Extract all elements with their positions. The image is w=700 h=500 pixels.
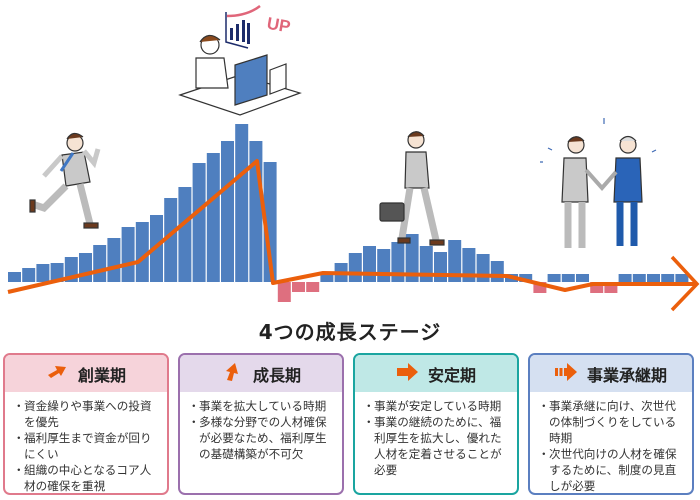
bar-negative [604,282,618,293]
bar-positive [632,274,646,282]
stage-points: 事業を拡大している時期多様な分野での人材確保が必要なため、福利厚生の基礎構築が不… [180,398,342,462]
bar-positive [36,264,50,282]
bar-positive [618,274,632,282]
bar-positive [93,245,107,282]
growth-illustration: UP [7,4,700,312]
stage-point: 事業を拡大している時期 [188,398,336,414]
stage-card: 事業承継期 事業承継に向け、次世代の体制づくりをしている時期次世代向けの人材を確… [528,353,694,495]
bar-positive [135,222,149,282]
bar-positive [320,272,334,282]
running-businessman-illustration [29,132,101,229]
bar-positive [79,253,92,282]
stage-points: 資金繰りや事業への投資を優先福利厚生まで資金が回りにくい組織の中心となるコア人材… [5,398,167,493]
bar-positive [206,153,220,282]
trend-arrowhead [670,255,700,312]
stage-points: 事業承継に向け、次世代の体制づくりをしている時期次世代向けの人材を確保するために… [530,398,692,493]
bar-positive [50,263,64,282]
stage-name: 安定期 [427,365,476,385]
page-title: 4つの成長ステージ [258,320,442,344]
bar-negative [306,282,320,292]
bar-positive [8,272,21,282]
bar-positive [675,274,689,282]
trend-line [7,159,697,294]
bar-positive [391,242,405,282]
bar-positive [576,274,589,282]
bar-negative [277,282,291,302]
stage-point: 事業の継続のために、福利厚生を拡大し、優れた人材を定着させることが必要 [363,414,511,478]
stage-point: 事業が安定している時期 [363,398,511,414]
desk-worker-illustration [178,4,302,116]
walking-businessman-illustration [379,131,445,246]
bar-positive [476,254,490,282]
bar-negative [292,282,305,292]
stage-point: 組織の中心となるコア人材の確保を重視 [13,462,161,493]
stage-points: 事業が安定している時期事業の継続のために、福利厚生を拡大し、優れた人材を定着させ… [355,398,517,478]
bar-positive [178,187,192,282]
arrow-right-icon [396,362,418,385]
stage-header: 事業承継期 [530,355,692,392]
bar-positive [121,227,135,282]
bar-positive [164,198,178,282]
bar-positive [490,261,504,282]
bar-negative [533,282,547,293]
bar-positive [661,274,675,282]
arrow-up-right-icon [46,363,68,385]
stage-point: 事業承継に向け、次世代の体制づくりをしている時期 [538,398,686,446]
bar-positive [221,141,234,282]
bar-positive [263,162,277,282]
bar-positive [348,253,362,282]
bar-positive [647,274,660,282]
bar-positive [107,238,121,282]
stage-point: 福利厚生まで資金が回りにくい [13,430,161,462]
bar-positive [561,274,575,282]
bar-negative [590,282,604,293]
stage-name: 創業期 [77,365,126,385]
stage-header: 安定期 [355,355,517,392]
bar-positive [448,240,462,282]
bar-positive [192,163,206,282]
stage-card: 安定期 事業が安定している時期事業の継続のために、福利厚生を拡大し、優れた人材を… [353,353,519,495]
handshake-illustration [540,118,657,248]
bar-positive [434,252,447,282]
bar-positive [363,246,376,282]
stage-point: 多様な分野での人材確保が必要なため、福利厚生の基礎構築が不可欠 [188,414,336,462]
stage-header: 成長期 [180,355,342,392]
stage-point: 資金繰りや事業への投資を優先 [13,398,161,430]
up-label: UP [265,14,292,37]
arrow-right-striped-icon [554,362,577,385]
bar-positive [405,234,419,282]
bar-positive [235,124,249,282]
stage-card: 創業期 資金繰りや事業への投資を優先福利厚生まで資金が回りにくい組織の中心となる… [3,353,169,495]
stage-name: 成長期 [252,365,301,385]
bar-positive [519,274,533,282]
arrow-up-icon [221,362,243,385]
bar-positive [377,249,391,282]
stage-header: 創業期 [5,355,167,392]
stage-point: 次世代向けの人材を確保するために、制度の見直しが必要 [538,446,686,493]
bar-positive [547,274,561,282]
stage-name: 事業承継期 [586,365,667,385]
bar-positive [22,268,36,282]
stage-card: 成長期 事業を拡大している時期多様な分野での人材確保が必要なため、福利厚生の基礎… [178,353,344,495]
